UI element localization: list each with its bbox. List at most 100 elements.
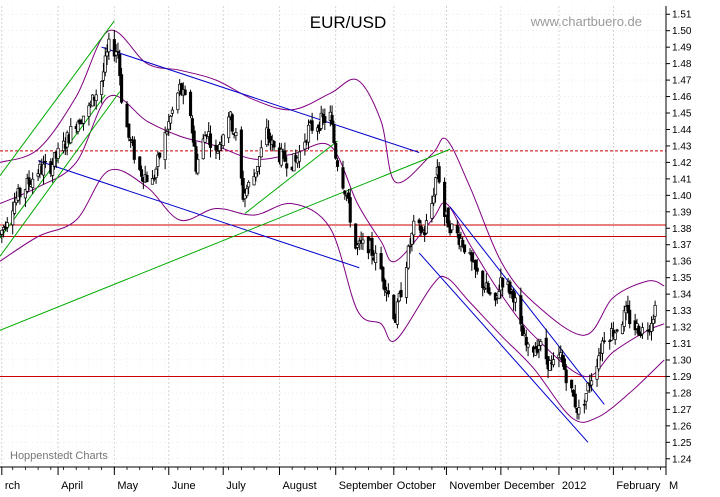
bollinger-lower-line: [0, 168, 665, 423]
x-tick-label: April: [61, 480, 83, 492]
candle-body: [125, 103, 129, 128]
candle-body: [419, 225, 423, 234]
candle-body: [105, 51, 109, 57]
candle-body: [36, 173, 40, 177]
y-tick-label: 1.30: [672, 355, 692, 366]
candle-body: [321, 113, 325, 118]
candle-body: [43, 160, 47, 163]
x-tick-label: November: [449, 480, 500, 492]
candle-body: [323, 116, 327, 123]
candle-body: [285, 163, 289, 169]
candle-body: [461, 239, 465, 246]
candle-body: [194, 146, 198, 172]
y-tick-label: 1.32: [672, 323, 692, 334]
trendline: [0, 148, 451, 331]
candle-body: [252, 175, 256, 186]
candle-body: [470, 252, 474, 262]
candle-body: [254, 172, 258, 178]
trendline: [0, 20, 115, 176]
y-tick-label: 1.36: [672, 257, 692, 268]
candle-body: [292, 153, 296, 172]
candle-body: [127, 123, 131, 138]
candle-body: [230, 114, 234, 132]
candle-body: [586, 382, 590, 392]
candle-body: [341, 167, 345, 189]
x-tick-label: rch: [5, 480, 20, 492]
candle-body: [239, 129, 243, 179]
candle-body: [370, 238, 374, 256]
candle-body: [539, 341, 543, 346]
gridlines: [0, 6, 667, 467]
candle-body: [392, 294, 396, 320]
candle-body: [637, 325, 641, 336]
credit-text: Hoppenstedt Charts: [10, 450, 108, 462]
candle-body: [297, 151, 301, 162]
candle-body: [94, 94, 98, 101]
y-tick-label: 1.27: [672, 405, 692, 416]
trendline: [244, 140, 338, 214]
candle-body: [548, 360, 552, 371]
y-tick-label: 1.26: [672, 421, 692, 432]
candle-body: [421, 229, 425, 232]
y-tick-label: 1.46: [672, 92, 692, 103]
trendline: [449, 206, 605, 405]
candle-body: [475, 267, 479, 272]
candle-body: [179, 83, 184, 95]
x-tick-label: May: [117, 480, 138, 492]
candle-body: [332, 124, 336, 143]
candle-body: [245, 188, 249, 197]
candle-body: [158, 152, 162, 158]
candle-body: [257, 156, 262, 168]
candle-body: [268, 135, 272, 143]
candle-body: [519, 295, 523, 325]
candle-body: [346, 192, 350, 199]
candle-body: [488, 292, 492, 295]
candle-body: [582, 404, 586, 406]
candle-body: [379, 253, 383, 270]
y-tick-label: 1.49: [672, 43, 692, 54]
candle-body: [188, 91, 193, 116]
candle-body: [433, 177, 438, 196]
candle-body: [577, 407, 581, 415]
candle-body: [56, 147, 60, 159]
trendlines: [0, 20, 605, 443]
candle-body: [118, 53, 122, 77]
x-tick-label: October: [397, 480, 436, 492]
candle-body: [12, 201, 17, 214]
candle-body: [103, 55, 107, 73]
x-axis-ticks: rch April May June July August September Octobe…: [1, 467, 678, 492]
candle-body: [87, 105, 91, 117]
candle-body: [522, 333, 527, 337]
candle-body: [573, 393, 577, 408]
candle-body: [354, 223, 358, 249]
candle-body: [283, 150, 287, 162]
candle-body: [437, 166, 441, 183]
candle-body: [335, 160, 340, 167]
candle-body: [52, 152, 56, 167]
candle-body: [192, 130, 196, 147]
candle-body: [626, 304, 630, 312]
y-tick-label: 1.42: [672, 158, 692, 169]
candle-body: [150, 178, 154, 185]
candle-body: [208, 133, 213, 148]
chart-title: EUR/USD: [310, 13, 387, 32]
candle-body: [138, 156, 142, 170]
candle-body: [334, 143, 338, 159]
candle-body: [145, 174, 149, 183]
x-tick-label: February: [616, 480, 661, 492]
candle-body: [597, 355, 601, 370]
candle-body: [653, 305, 657, 317]
candle-body: [508, 281, 512, 295]
candle-body: [595, 366, 599, 380]
candle-body: [513, 297, 517, 303]
candle-body: [628, 309, 632, 325]
candle-body: [120, 74, 124, 103]
candle-body: [183, 89, 187, 96]
candle-body: [381, 266, 385, 282]
candle-body: [608, 340, 612, 343]
x-tick-label: June: [172, 480, 196, 492]
x-tick-label: December: [504, 480, 555, 492]
candle-body: [51, 164, 55, 176]
